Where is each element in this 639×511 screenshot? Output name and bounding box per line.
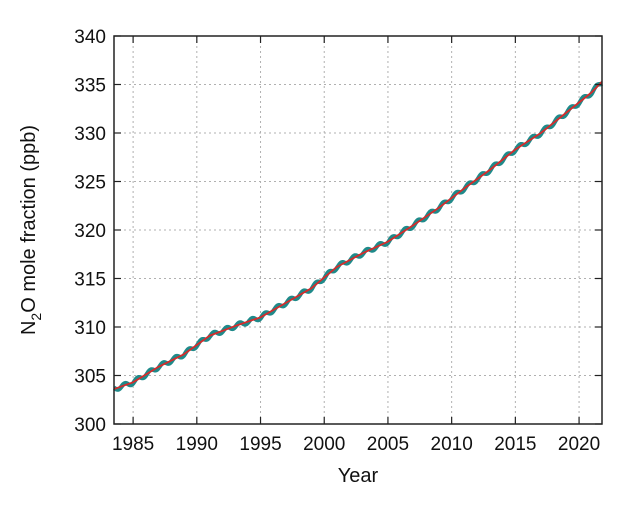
axis-ticks — [114, 35, 602, 425]
x-tick-label: 1995 — [239, 434, 281, 455]
x-tick-label: 2000 — [303, 434, 345, 455]
trend-series-line — [113, 80, 603, 390]
y-tick-label: 315 — [74, 270, 106, 291]
x-tick-label: 2010 — [431, 434, 473, 455]
y-axis-title-part-1: N — [18, 321, 40, 335]
y-axis-title: N2O mole fraction (ppb) — [18, 125, 44, 335]
monthly-series-line — [112, 81, 604, 392]
y-tick-label: 340 — [74, 27, 106, 48]
x-tick-label: 2005 — [367, 434, 409, 455]
x-tick-label: 1985 — [112, 434, 154, 455]
x-tick-label: 2020 — [558, 434, 600, 455]
x-axis-title: Year — [338, 465, 379, 487]
grid-lines — [114, 36, 602, 424]
y-tick-label: 335 — [74, 76, 106, 97]
y-tick-label: 320 — [74, 221, 106, 242]
x-tick-label: 1990 — [176, 434, 218, 455]
y-axis-title-part-2: O mole fraction (ppb) — [18, 125, 40, 313]
y-tick-label: 330 — [74, 124, 106, 145]
y-tick-label: 305 — [74, 367, 106, 388]
series-lines — [112, 80, 604, 392]
y-tick-label: 325 — [74, 173, 106, 194]
y-tick-label: 310 — [74, 318, 106, 339]
y-tick-label: 300 — [74, 415, 106, 436]
tick-labels: 300 305 310 315 320 325 330 335 340 1985 1990 1995 2… — [74, 27, 600, 455]
plot-frame — [113, 35, 603, 425]
x-tick-label: 2015 — [494, 434, 536, 455]
y-axis-title-subscript: 2 — [28, 313, 44, 321]
